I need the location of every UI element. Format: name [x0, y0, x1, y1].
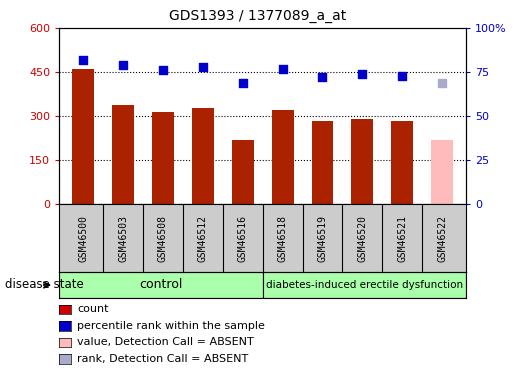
Bar: [192, 108, 214, 204]
Bar: [152, 112, 174, 204]
Point: [438, 80, 447, 86]
Bar: [232, 140, 254, 204]
Bar: [263, 272, 466, 298]
Text: GSM46519: GSM46519: [317, 214, 328, 262]
Text: GSM46500: GSM46500: [78, 214, 88, 262]
Bar: [112, 105, 134, 204]
Point: [358, 71, 367, 77]
Point: [398, 73, 406, 79]
Bar: [351, 119, 373, 204]
Text: GSM46516: GSM46516: [238, 214, 248, 262]
Bar: [391, 121, 413, 204]
Text: disease state: disease state: [5, 279, 84, 291]
Point: [279, 66, 287, 72]
Point: [199, 64, 207, 70]
Text: GDS1393 / 1377089_a_at: GDS1393 / 1377089_a_at: [169, 9, 346, 23]
Bar: [431, 140, 453, 204]
Bar: [59, 272, 263, 298]
Bar: [271, 110, 294, 204]
Text: GSM46520: GSM46520: [357, 214, 367, 262]
Text: GSM46512: GSM46512: [198, 214, 208, 262]
Text: GSM46508: GSM46508: [158, 214, 168, 262]
Text: rank, Detection Call = ABSENT: rank, Detection Call = ABSENT: [77, 354, 249, 364]
Text: percentile rank within the sample: percentile rank within the sample: [77, 321, 265, 331]
Text: GSM46522: GSM46522: [437, 214, 447, 262]
Text: diabetes-induced erectile dysfunction: diabetes-induced erectile dysfunction: [266, 280, 463, 290]
Point: [159, 68, 167, 74]
Text: GSM46503: GSM46503: [118, 214, 128, 262]
Text: value, Detection Call = ABSENT: value, Detection Call = ABSENT: [77, 338, 254, 347]
Text: GSM46518: GSM46518: [278, 214, 287, 262]
Point: [119, 62, 127, 68]
Bar: [312, 121, 333, 204]
Text: count: count: [77, 304, 109, 314]
Text: GSM46521: GSM46521: [397, 214, 407, 262]
Text: control: control: [139, 279, 183, 291]
Point: [238, 80, 247, 86]
Point: [79, 57, 87, 63]
Bar: [72, 69, 94, 204]
Point: [318, 75, 327, 81]
